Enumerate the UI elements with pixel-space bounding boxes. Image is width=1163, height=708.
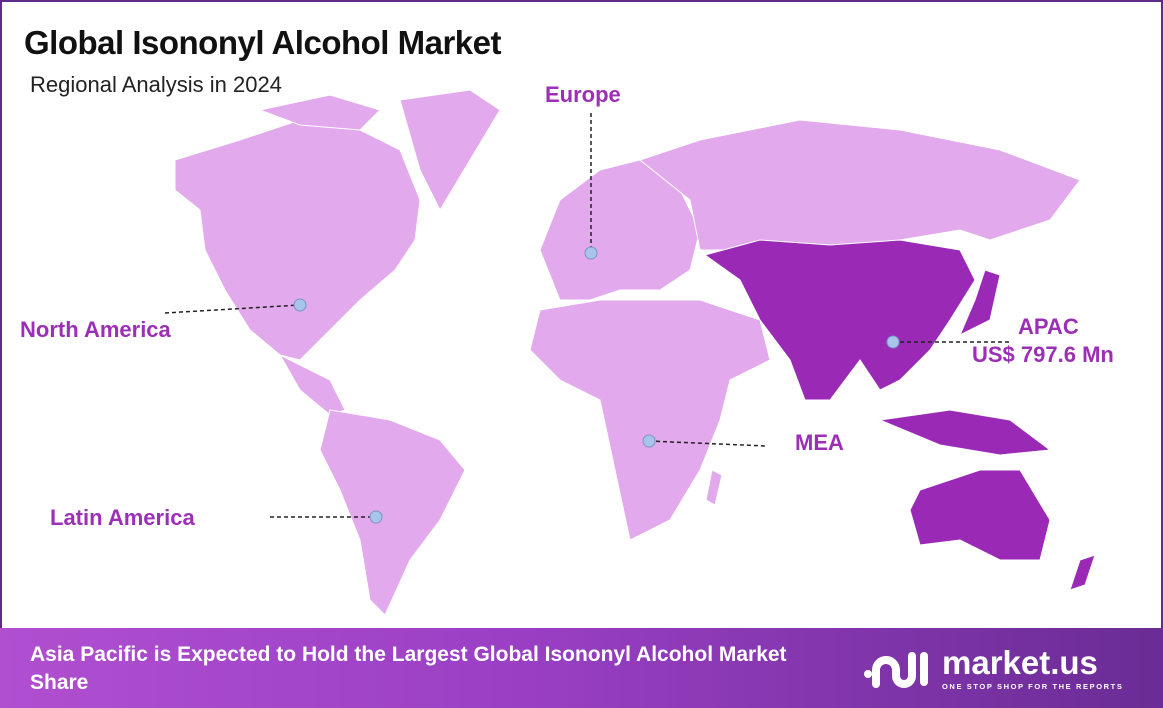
region-greenland	[399, 89, 501, 212]
footer-banner: Asia Pacific is Expected to Hold the Lar…	[0, 628, 1163, 708]
region-apac-australia	[909, 469, 1051, 561]
region-canada-islands	[258, 94, 381, 131]
label-north-america: North America	[20, 317, 171, 342]
market-us-logo-icon	[864, 652, 928, 688]
footer-text: Asia Pacific is Expected to Hold the Lar…	[30, 643, 787, 694]
label-latin-america: Latin America	[50, 505, 195, 530]
brand-logo: market.us ONE STOP SHOP FOR THE REPORTS	[862, 644, 1142, 694]
marker-north-america	[293, 298, 307, 312]
region-central-america	[278, 353, 346, 416]
page-subtitle: Regional Analysis in 2024	[30, 72, 282, 97]
leader-north-america	[164, 304, 301, 314]
page-title: Global Isononyl Alcohol Market	[24, 24, 502, 61]
marker-mea	[642, 434, 656, 448]
region-madagascar	[705, 469, 723, 506]
region-mea	[529, 299, 771, 541]
region-russia	[638, 119, 1081, 251]
region-apac-new-zealand	[1069, 554, 1096, 591]
region-apac-indonesia	[878, 409, 1052, 456]
region-apac-japan	[959, 269, 1001, 337]
label-mea: MEA	[795, 430, 844, 455]
brand-tagline: ONE STOP SHOP FOR THE REPORTS	[942, 682, 1124, 691]
brand-name: market.us	[942, 644, 1098, 681]
label-europe: Europe	[545, 82, 621, 107]
marker-apac	[886, 335, 900, 349]
region-latin-america	[319, 409, 466, 616]
world-map	[164, 89, 1096, 616]
marker-latin-america	[369, 510, 383, 524]
marker-europe	[584, 246, 598, 260]
region-apac-asia	[703, 239, 976, 401]
leader-mea	[648, 440, 767, 447]
label-apac-value: US$ 797.6 Mn	[972, 342, 1114, 367]
region-europe	[539, 159, 701, 301]
label-apac: APAC	[1018, 314, 1079, 339]
region-north-america	[174, 119, 421, 361]
